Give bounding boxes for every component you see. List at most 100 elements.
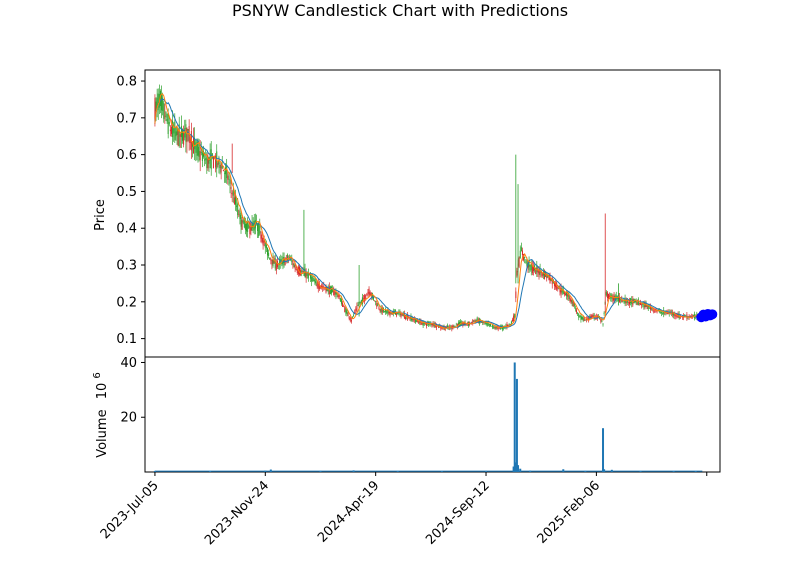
candle-body	[363, 298, 365, 300]
candle-body	[612, 297, 614, 302]
candle-body	[308, 274, 310, 276]
volume-bar	[514, 462, 517, 472]
candle-body	[473, 321, 475, 322]
candle-body	[573, 303, 575, 307]
candle-body	[212, 157, 214, 169]
candle-body	[368, 288, 370, 295]
candle-body	[577, 312, 579, 314]
candle-body	[385, 309, 387, 313]
candle-body	[172, 120, 174, 138]
candle-body	[483, 322, 485, 323]
candle-body	[601, 321, 603, 322]
candle-body	[354, 312, 356, 313]
candle-body	[605, 291, 607, 296]
candle-body	[344, 307, 346, 313]
candle-body	[396, 312, 398, 316]
x-tick-label: 2023-Nov-24	[202, 478, 272, 548]
candle-body	[273, 260, 275, 264]
candle-body	[674, 313, 676, 317]
candle-body	[598, 315, 600, 317]
candle-body	[215, 155, 217, 168]
candle-body	[386, 309, 388, 314]
candle-body	[410, 315, 412, 321]
candle-body	[637, 299, 639, 306]
candle-body	[214, 157, 216, 159]
candle-body	[514, 314, 516, 319]
candle-body	[474, 320, 476, 322]
candle-body	[388, 311, 390, 314]
candle-body	[509, 323, 511, 325]
candle-body	[257, 223, 259, 231]
candle-body	[331, 286, 333, 294]
candle-body	[383, 311, 385, 312]
candle-body	[262, 238, 264, 246]
price-y-tick-label: 0.8	[116, 75, 137, 90]
candle-body	[649, 306, 651, 310]
candle-body	[155, 101, 157, 112]
candle-body	[349, 317, 351, 321]
candle-body	[482, 321, 484, 323]
candle-body	[166, 119, 168, 122]
candle-body	[275, 263, 277, 271]
candle-body	[397, 311, 399, 315]
volume-y-tick-label: 40	[120, 356, 137, 371]
candle-body	[560, 287, 562, 294]
volume-bar	[440, 471, 443, 472]
volume-bar	[512, 466, 515, 472]
candle-body	[317, 281, 319, 289]
candle-body	[329, 286, 331, 295]
candle-body	[208, 157, 210, 164]
candle-body	[535, 267, 537, 275]
candle-body	[532, 266, 534, 271]
candle-body	[462, 323, 464, 326]
candle-body	[367, 292, 369, 294]
price-y-tick-label: 0.7	[116, 111, 137, 126]
candle-body	[232, 191, 234, 196]
candle-body	[200, 151, 202, 154]
candle-body	[222, 169, 224, 172]
candle-body	[346, 310, 348, 314]
candle-body	[493, 326, 495, 329]
candle-body	[590, 315, 592, 319]
candle-body	[691, 315, 693, 317]
candle-body	[272, 257, 274, 266]
candle-body	[390, 312, 392, 314]
candle-body	[542, 271, 544, 276]
candle-body	[415, 320, 417, 322]
candle-body	[337, 293, 339, 298]
volume-bar	[610, 469, 613, 472]
candle-body	[295, 268, 297, 270]
x-tick-label: 2024-Apr-19	[315, 478, 382, 545]
candle-body	[270, 258, 272, 261]
candle-body	[314, 278, 316, 284]
candle-body	[252, 223, 254, 229]
candle-body	[635, 300, 637, 303]
candle-body	[229, 179, 231, 184]
candle-body	[562, 289, 564, 294]
candle-body	[494, 327, 496, 329]
candle-body	[540, 271, 542, 273]
candle-body	[561, 288, 563, 293]
candle-body	[425, 323, 427, 327]
candle-body	[602, 323, 604, 325]
candle-body	[675, 314, 677, 317]
candle-body	[289, 257, 291, 259]
price-axis-label: Price	[93, 199, 108, 231]
candle-body	[537, 269, 539, 273]
candle-body	[400, 312, 402, 317]
svg-text:Volume 10 6: Volume 10 6	[92, 372, 110, 458]
price-y-tick-label: 0.2	[116, 295, 137, 310]
volume-bar	[352, 470, 355, 472]
volume-label-unit: 10	[95, 383, 110, 400]
candle-body	[174, 121, 176, 140]
candle-body	[693, 315, 695, 317]
candle-body	[366, 294, 368, 296]
candle-body	[657, 309, 659, 312]
candle-body	[233, 197, 235, 204]
candle-body	[205, 158, 207, 161]
candle-body	[269, 257, 271, 260]
candle-body	[170, 127, 172, 134]
candle-body	[642, 303, 644, 305]
candle-body	[156, 98, 158, 109]
